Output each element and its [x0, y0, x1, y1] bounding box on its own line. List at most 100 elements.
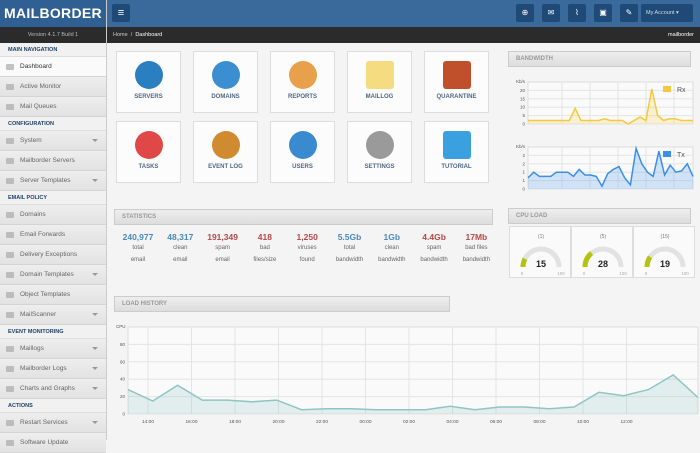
x-tick-label: 16:00 — [185, 419, 197, 425]
sidebar-item-email-forwards[interactable]: Email Forwards — [0, 225, 106, 245]
chevron-down-icon — [92, 179, 98, 182]
label: Email Forwards — [20, 225, 65, 245]
sidebar-item-mail-queues[interactable]: Mail Queues — [0, 97, 106, 117]
domains-icon — [212, 61, 240, 89]
menu-item-icon — [6, 440, 14, 446]
tile-settings[interactable]: SETTINGS — [347, 121, 412, 183]
menu-item-icon — [6, 84, 14, 90]
sidebar-item-restart-services[interactable]: Restart Services — [0, 413, 106, 433]
gauge-min: 0 — [583, 271, 586, 276]
chevron-down-icon — [92, 139, 98, 142]
sidebar-item-mailscanner[interactable]: MailScanner — [0, 305, 106, 325]
label: Charts and Graphs — [20, 379, 75, 399]
label: MailScanner — [20, 305, 56, 325]
y-tick-label: 2 — [522, 153, 525, 158]
gauge-label: (15) — [661, 234, 670, 240]
sidebar-item-software-update[interactable]: Software Update — [0, 433, 106, 453]
gauge-fill — [647, 257, 650, 267]
menu-item-icon — [6, 158, 14, 164]
gauge-max: 100 — [557, 271, 565, 276]
sidebar-item-dashboard[interactable]: Dashboard — [0, 57, 106, 77]
y-tick-label: 10 — [520, 105, 526, 110]
sidebar-item-server-templates[interactable]: Server Templates — [0, 171, 106, 191]
label: Active Monitor — [20, 77, 61, 97]
cpu-gauge: (5) 28 0 100 — [571, 226, 633, 278]
tile-quarantine[interactable]: QUARANTINE — [424, 51, 489, 113]
servers-icon — [135, 61, 163, 89]
label: Mailborder Servers — [20, 151, 75, 171]
menu-toggle-button[interactable]: ≡ — [112, 4, 130, 22]
chevron-down-icon — [92, 313, 98, 316]
chart-button[interactable]: ⌇ — [568, 4, 586, 22]
sidebar-item-system[interactable]: System — [0, 131, 106, 151]
tile-tutorial[interactable]: TUTORIAL — [424, 121, 489, 183]
sidebar-item-mailborder-servers[interactable]: Mailborder Servers — [0, 151, 106, 171]
menu-item-icon — [6, 212, 14, 218]
label: Dashboard — [20, 57, 52, 77]
tile-domains[interactable]: DOMAINS — [193, 51, 258, 113]
sidebar-item-delivery-exceptions[interactable]: Delivery Exceptions — [0, 245, 106, 265]
logo[interactable]: MAILBORDER — [0, 0, 106, 27]
y-tick-label: 0 — [522, 187, 525, 192]
label: System — [20, 131, 42, 151]
sidebar-item-domain-templates[interactable]: Domain Templates — [0, 265, 106, 285]
x-tick-label: 20:00 — [272, 419, 284, 425]
menu-item-icon — [6, 64, 14, 70]
sidebar-item-maillogs[interactable]: Maillogs — [0, 339, 106, 359]
my-account-button[interactable]: My Account ▾ — [641, 4, 693, 22]
x-tick-label: 10:00 — [577, 419, 589, 425]
y-tick-label: 60 — [120, 359, 126, 364]
chevron-down-icon — [92, 421, 98, 424]
x-tick-label: 12:00 — [620, 419, 632, 425]
envelope-button[interactable]: ✉ — [542, 4, 560, 22]
x-tick-label: 14:00 — [142, 419, 154, 425]
label: CONFIGURATION — [8, 121, 54, 127]
tile-tasks[interactable]: TASKS — [116, 121, 181, 183]
y-tick-label: 20 — [120, 394, 126, 399]
legend-swatch — [663, 151, 671, 157]
chevron-down-icon — [92, 367, 98, 370]
sidebar-item-charts-and-graphs[interactable]: Charts and Graphs — [0, 379, 106, 399]
label: Object Templates — [20, 285, 70, 305]
settings-icon — [366, 131, 394, 159]
menu-item-icon — [6, 312, 14, 318]
x-tick-label: 04:00 — [446, 419, 458, 425]
menu-item-icon — [6, 272, 14, 278]
y-tick-label: 0 — [122, 412, 125, 417]
tile-reports[interactable]: REPORTS — [270, 51, 335, 113]
chevron-down-icon — [92, 347, 98, 350]
gauge-max: 100 — [681, 271, 689, 276]
sidebar-item-active-monitor[interactable]: Active Monitor — [0, 77, 106, 97]
sidebar-item-domains[interactable]: Domains — [0, 205, 106, 225]
y-axis-label: Kb/s — [516, 144, 526, 149]
plus-circle-button[interactable]: ⊕ — [516, 4, 534, 22]
cpu-load-header: CPU LOAD — [508, 208, 691, 224]
sidebar-section-header: EMAIL POLICY — [0, 191, 106, 205]
sidebar-item-object-templates[interactable]: Object Templates — [0, 285, 106, 305]
tile-users[interactable]: USERS — [270, 121, 335, 183]
tile-event-log[interactable]: EVENT LOG — [193, 121, 258, 183]
tutorial-icon — [443, 131, 471, 159]
label: Mailborder Logs — [20, 359, 67, 379]
tile-servers[interactable]: SERVERS — [116, 51, 181, 113]
tasks-icon — [135, 131, 163, 159]
brush-button[interactable]: ✎ — [620, 4, 638, 22]
y-tick-label: 15 — [520, 96, 526, 101]
breadcrumb-home[interactable]: Home — [113, 32, 128, 38]
menu-item-icon — [6, 232, 14, 238]
save-button[interactable]: ▣ — [594, 4, 612, 22]
quarantine-icon — [443, 61, 471, 89]
tile-maillog[interactable]: MAILLOG — [347, 51, 412, 113]
sidebar-item-mailborder-logs[interactable]: Mailborder Logs — [0, 359, 106, 379]
menu-item-icon — [6, 420, 14, 426]
gauge-min: 0 — [645, 271, 648, 276]
menu-item-icon — [6, 138, 14, 144]
cpu-gauge: (1) 15 0 100 — [509, 226, 571, 278]
